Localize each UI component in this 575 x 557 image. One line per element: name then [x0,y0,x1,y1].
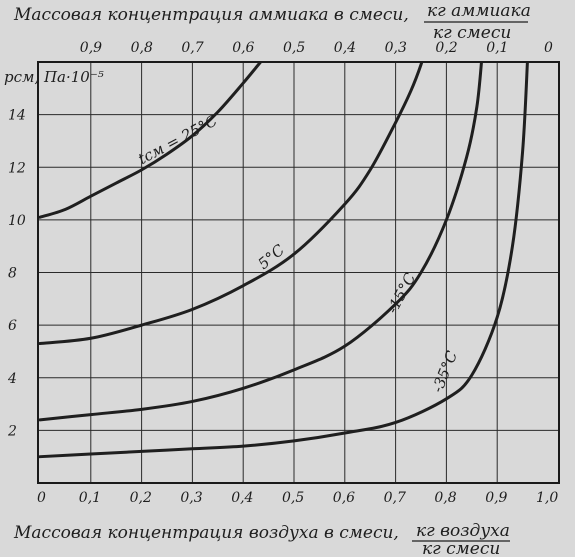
top-tick-label: 0,4 [334,40,356,56]
x-tick-label: 1,0 [536,490,558,506]
y-tick-label: 8 [8,266,17,282]
x-axis-unit-numerator: кг воздуха [416,521,510,541]
plot-frame [37,61,560,484]
top-tick-label: 0,5 [283,40,305,56]
curve-layer [38,62,529,459]
top-tick-label: 0,9 [80,40,102,56]
y-axis-label: pсм, Па·10⁻⁵ [4,68,104,86]
tick-layer: 0 0,1 0,2 0,3 0,4 0,5 0,6 0,7 0,8 0,9 1,0 0,9 0,8 0,7… [7,40,558,506]
series-line-3 [38,62,529,459]
top-tick-label: 0,6 [232,40,254,56]
top-tick-label: 0,7 [181,40,203,56]
curve-label-0: tсм = 25°C [135,111,221,168]
x-axis-unit-denominator: кг смеси [422,539,500,557]
x-tick-label: 0,9 [485,490,507,506]
top-axis-unit-denominator: кг смеси [433,23,511,43]
curve-label-layer: tсм = 25°C 5°C -15°C -35°C [135,111,461,395]
y-tick-label: 10 [8,213,26,229]
y-tick-label: 2 [7,423,17,439]
x-tick-label: 0,6 [333,490,355,506]
top-axis-unit-numerator: кг аммиака [427,1,531,21]
x-tick-label: 0,2 [130,490,152,506]
x-tick-label: 0,3 [180,490,202,506]
x-tick-label: 0 [37,490,46,506]
y-tick-label: 12 [8,160,26,176]
curve-label-2: -15°C [383,269,419,316]
top-tick-label: 0 [544,40,553,56]
y-tick-label: 4 [7,371,17,387]
y-tick-label: 14 [8,108,26,124]
grid-layer [38,62,559,483]
top-axis-title: Массовая концентрация аммиака в смеси, [13,5,409,25]
x-tick-label: 0,7 [384,490,406,506]
x-tick-label: 0,5 [282,490,304,506]
x-tick-label: 0,1 [79,490,101,506]
curve-label-1: 5°C [255,240,289,272]
y-tick-label: 6 [8,318,17,334]
series-line-1 [38,62,424,346]
top-tick-label: 0,8 [131,40,153,56]
x-axis-title: Массовая концентрация воздуха в смеси, [13,523,399,543]
series-line-0 [38,62,263,219]
series-line-2 [38,62,483,422]
curve-label-3: -35°C [428,348,461,395]
top-tick-label: 0,2 [435,40,457,56]
top-tick-label: 0,3 [385,40,407,56]
x-tick-label: 0,8 [434,490,456,506]
x-tick-label: 0,4 [231,490,253,506]
top-tick-label: 0,1 [486,40,508,56]
